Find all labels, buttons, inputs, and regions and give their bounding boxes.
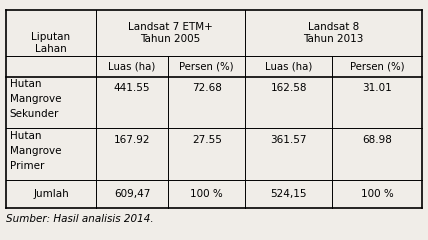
Text: 361.57: 361.57 — [270, 135, 307, 145]
Text: 441.55: 441.55 — [114, 83, 150, 93]
Text: Landsat 7 ETM+
Tahun 2005: Landsat 7 ETM+ Tahun 2005 — [128, 22, 213, 44]
Text: Primer: Primer — [10, 161, 44, 171]
Text: Persen (%): Persen (%) — [179, 62, 234, 72]
Text: 100 %: 100 % — [360, 189, 393, 199]
Text: 68.98: 68.98 — [362, 135, 392, 145]
Text: Hutan: Hutan — [10, 79, 42, 89]
Text: 100 %: 100 % — [190, 189, 223, 199]
Text: 27.55: 27.55 — [192, 135, 222, 145]
Text: Hutan: Hutan — [10, 131, 42, 141]
Text: Jumlah: Jumlah — [33, 189, 69, 199]
Text: 31.01: 31.01 — [362, 83, 392, 93]
Text: 72.68: 72.68 — [192, 83, 222, 93]
Text: Luas (ha): Luas (ha) — [108, 62, 156, 72]
Text: Sumber: Hasil analisis 2014.: Sumber: Hasil analisis 2014. — [6, 214, 154, 224]
Text: Mangrove: Mangrove — [10, 146, 61, 156]
Text: 167.92: 167.92 — [114, 135, 150, 145]
Text: Luas (ha): Luas (ha) — [265, 62, 312, 72]
Text: 609,47: 609,47 — [114, 189, 150, 199]
Text: Persen (%): Persen (%) — [350, 62, 404, 72]
Text: Sekunder: Sekunder — [10, 109, 59, 119]
Text: Landsat 8
Tahun 2013: Landsat 8 Tahun 2013 — [303, 22, 363, 44]
Text: 524,15: 524,15 — [270, 189, 307, 199]
Text: Mangrove: Mangrove — [10, 94, 61, 104]
Text: 162.58: 162.58 — [270, 83, 307, 93]
Text: Liputan
Lahan: Liputan Lahan — [32, 32, 71, 54]
